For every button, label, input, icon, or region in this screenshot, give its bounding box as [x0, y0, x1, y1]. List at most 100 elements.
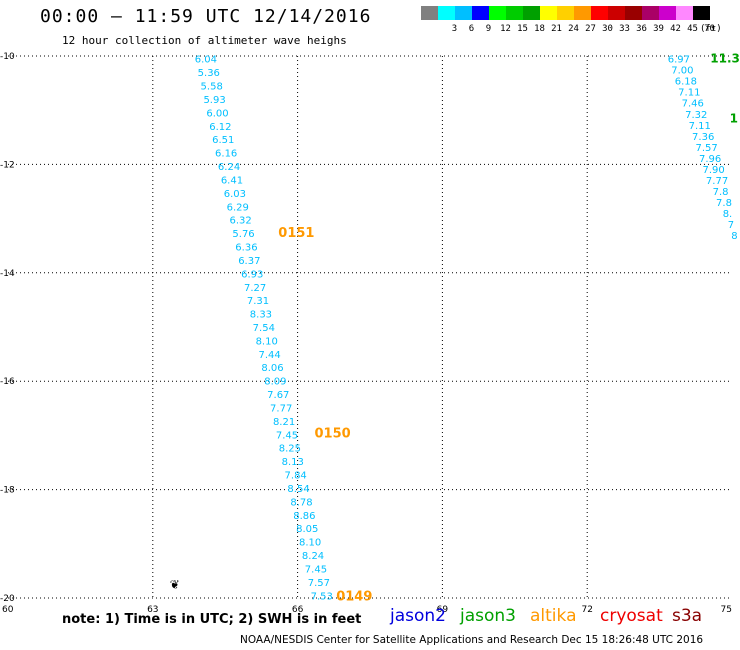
track-a-value: 7.44: [258, 350, 280, 361]
track-a-value: 8.05: [296, 524, 318, 535]
track-b-value: 7.96: [699, 154, 721, 165]
satellite-jason2: jason2: [390, 606, 446, 626]
legend-label: 21: [551, 24, 562, 34]
legend-swatch: [659, 6, 676, 20]
track-a-value: 6.93: [241, 269, 263, 280]
legend-label: 6: [468, 24, 475, 34]
track-a-value: 7.57: [308, 578, 330, 589]
lon-tick-label: 69: [437, 605, 449, 615]
track-b-value: 7.11: [678, 88, 700, 99]
legend-label: 30: [602, 24, 613, 34]
legend-label: 3: [451, 24, 458, 34]
track-a-value: 8.21: [273, 417, 295, 428]
legend-swatch: [455, 6, 472, 20]
legend-label: 12: [500, 24, 511, 34]
track-a-value: 8.10: [256, 336, 278, 347]
track-b-value: 7.8: [716, 198, 732, 209]
track-a-value: 6.24: [218, 162, 240, 173]
track-a-value: 6.41: [221, 175, 243, 186]
pass-label: 0149: [336, 589, 372, 604]
satellite-s3a: s3a: [672, 606, 703, 626]
track-a-value: 7.53: [311, 591, 333, 602]
track-b-value: 7: [728, 220, 734, 231]
track-a-value: 5.76: [232, 229, 254, 240]
lon-tick-label: 66: [292, 605, 304, 615]
track-a-value: 5.36: [198, 68, 220, 79]
track-a-value: 8.25: [279, 444, 301, 455]
track-a-value: 6.04: [195, 55, 217, 66]
track-b-value: 7.46: [682, 99, 704, 110]
track-a-value: 6.37: [238, 256, 260, 267]
legend-swatch: [472, 6, 489, 20]
legend-swatch: [438, 6, 455, 20]
satellite-jason3: jason3: [460, 606, 516, 626]
track-b-value: 7.32: [685, 110, 707, 121]
track-a-value: 8.06: [261, 363, 283, 374]
track-a-value: 6.32: [230, 216, 252, 227]
legend-swatch: [608, 6, 625, 20]
track-b-value: 7.57: [696, 143, 718, 154]
track-a-value: 7.54: [253, 323, 275, 334]
green-value-label: 11.3: [710, 52, 740, 66]
track-a-value: 7.45: [305, 564, 327, 575]
track-a-value: 8.13: [282, 457, 304, 468]
track-b-value: 7.11: [689, 121, 711, 132]
track-a-value: 6.36: [235, 243, 257, 254]
track-a-value: 6.29: [227, 202, 249, 213]
lat-tick-label: -12: [0, 160, 15, 170]
track-a-value: 6.12: [209, 122, 231, 133]
legend-label: 45: [687, 24, 698, 34]
legend-label: 33: [619, 24, 630, 34]
legend-swatch: [523, 6, 540, 20]
track-b-value: 8: [731, 231, 737, 242]
track-a-value: 7.31: [247, 296, 269, 307]
legend-swatch: [557, 6, 574, 20]
track-a-value: 6.00: [206, 108, 228, 119]
track-a-value: 7.45: [276, 430, 298, 441]
track-a-value: 8.10: [299, 538, 321, 549]
legend-swatch: [421, 6, 438, 20]
legend-swatch: [506, 6, 523, 20]
credit-line: NOAA/NESDIS Center for Satellite Applica…: [240, 634, 704, 646]
lat-tick-label: -16: [0, 377, 15, 387]
legend-swatch: [642, 6, 659, 20]
legend-unit: (ft): [700, 24, 722, 34]
legend-label: 27: [585, 24, 596, 34]
track-a-value: 8.86: [293, 511, 315, 522]
legend-swatch: [693, 6, 710, 20]
lat-tick-label: -10: [0, 52, 15, 62]
track-a-value: 8.54: [287, 484, 309, 495]
legend-swatch: [625, 6, 642, 20]
legend-label: 15: [517, 24, 528, 34]
track-a-value: 6.51: [212, 135, 234, 146]
pass-label: 0150: [314, 427, 350, 442]
track-a-value: 6.16: [215, 149, 237, 160]
track-a-value: 6.03: [224, 189, 246, 200]
track-a-value: 7.27: [244, 283, 266, 294]
lat-tick-label: -20: [0, 594, 15, 604]
track-a-value: 8.33: [250, 310, 272, 321]
map-subtitle: 12 hour collection of altimeter wave hei…: [62, 34, 347, 47]
track-b-value: 7.77: [706, 176, 728, 187]
legend-label: 42: [670, 24, 681, 34]
legend-label: 18: [534, 24, 545, 34]
lat-tick-label: -14: [0, 269, 15, 279]
track-a-value: 7.84: [285, 471, 307, 482]
track-b-value: 6.97: [668, 55, 690, 66]
track-a-value: 7.67: [267, 390, 289, 401]
legend-label: 36: [636, 24, 647, 34]
satellite-cryosat: cryosat: [600, 606, 663, 626]
map-title: 00:00 – 11:59 UTC 12/14/2016: [40, 6, 372, 27]
legend-swatch: [676, 6, 693, 20]
track-b-value: 7.00: [671, 66, 693, 77]
legend-swatch: [591, 6, 608, 20]
footer-note: note: 1) Time is in UTC; 2) SWH is in fe…: [62, 612, 362, 627]
track-a-value: 7.77: [270, 403, 292, 414]
pass-label: 0151: [278, 226, 314, 241]
green-value-label: 1: [730, 111, 738, 125]
lon-tick-label: 75: [721, 605, 732, 615]
track-a-value: 5.58: [201, 82, 223, 93]
track-a-value: 5.93: [203, 95, 225, 106]
track-b-value: 7.36: [692, 132, 714, 143]
